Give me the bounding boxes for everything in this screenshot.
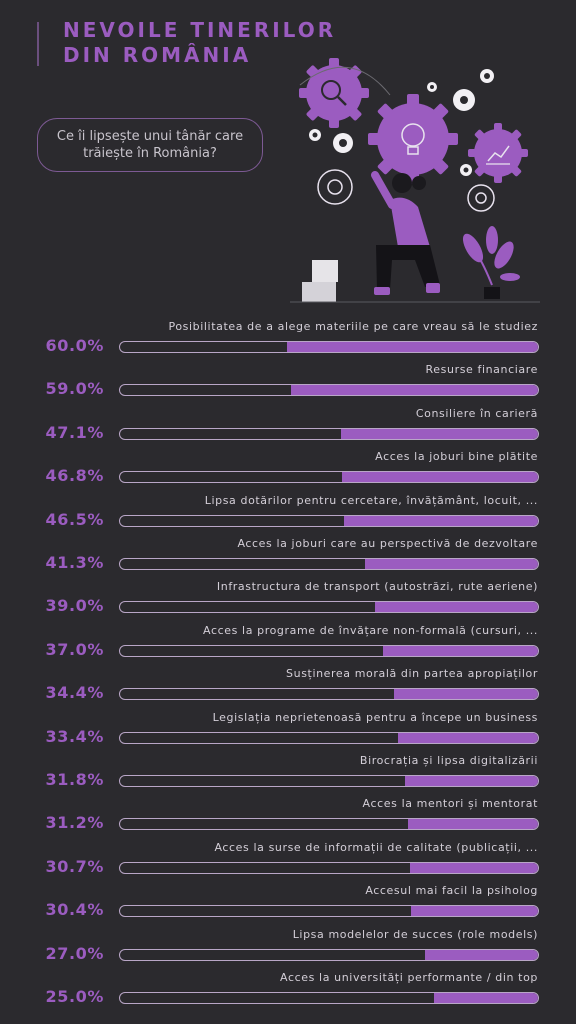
bar-category-label: Susținerea morală din partea apropiațilo… xyxy=(286,667,538,681)
bar-track xyxy=(119,992,539,1004)
bar-value-label: 30.7% xyxy=(45,856,104,876)
page-title: NEVOILE TINERILOR DIN ROMÂNIA xyxy=(63,18,336,68)
bar-track xyxy=(119,905,539,918)
bar-category-label: Acces la joburi bine plătite xyxy=(375,450,538,464)
bar-track xyxy=(119,427,539,440)
gear-lightbulb-icon xyxy=(368,94,458,184)
bar-category-label: Acces la programe de învățare non-formal… xyxy=(203,623,538,637)
page-title-line-1: NEVOILE TINERILOR xyxy=(63,18,337,42)
bar-track xyxy=(119,688,539,701)
bar-track xyxy=(119,558,539,570)
bar-track xyxy=(119,514,539,527)
page-title-line-2: DIN ROMÂNIA xyxy=(63,43,252,67)
bar-row: Acces la surse de informații de calitate… xyxy=(0,841,576,884)
bar-row: Lipsa modelelor de succes (role models) 2… xyxy=(0,928,576,971)
woman-figure-icon xyxy=(371,171,440,295)
bar-row: Lipsa dotărilor pentru cercetare, învăță… xyxy=(0,494,576,537)
bar-row: Acces la joburi care au perspectivă de d… xyxy=(0,537,576,580)
bar-track xyxy=(119,644,539,657)
bar-row: Accesul mai facil la psiholog 30.4% xyxy=(0,884,576,927)
bar-category-label: Resurse financiare xyxy=(425,363,538,377)
bar-category-label: Posibilitatea de a alege materiile pe ca… xyxy=(168,320,538,333)
bar-fill xyxy=(405,776,538,786)
bar-track xyxy=(119,775,539,787)
bar-value-label: 41.3% xyxy=(45,553,104,572)
bar-fill xyxy=(341,428,538,439)
bar-row: Posibilitatea de a alege materiile pe ca… xyxy=(0,320,576,363)
bar-track xyxy=(119,948,539,961)
bar-value-label: 46.5% xyxy=(45,509,104,529)
bar-row: Susținerea morală din partea apropiațilo… xyxy=(0,667,576,710)
title-accent-line xyxy=(37,22,39,66)
bar-row: Acces la mentori și mentorat 31.2% xyxy=(0,797,576,840)
bar-row: Consiliere în carieră 47.1% xyxy=(0,407,576,450)
bar-category-label: Acces la mentori și mentorat xyxy=(362,797,538,811)
gear-search-icon xyxy=(299,58,369,128)
bar-track xyxy=(119,384,539,397)
small-gears-icon xyxy=(309,69,494,176)
bar-value-label: 47.1% xyxy=(45,422,104,442)
bar-track xyxy=(119,731,539,744)
bar-value-label: 46.8% xyxy=(45,466,104,486)
bar-value-label: 25.0% xyxy=(45,987,104,1006)
bar-value-label: 31.8% xyxy=(45,770,104,789)
boxes-icon xyxy=(302,260,338,302)
bar-track xyxy=(119,861,539,874)
bar-value-label: 37.0% xyxy=(45,639,104,659)
bar-value-label: 33.4% xyxy=(45,726,104,746)
bar-category-label: Acces la surse de informații de calitate… xyxy=(214,840,538,854)
bar-value-label: 59.0% xyxy=(45,379,104,399)
bar-fill xyxy=(365,559,538,569)
bar-value-label: 31.2% xyxy=(45,813,104,833)
bar-track xyxy=(119,341,539,353)
bar-fill xyxy=(342,472,538,483)
bar-fill xyxy=(425,949,538,960)
question-pill: Ce îi lipsește unui tânăr care trăiește … xyxy=(37,118,263,172)
bar-category-label: Birocrația și lipsa digitalizării xyxy=(359,754,538,767)
bar-row: Legislația neprietenoasă pentru a începe… xyxy=(0,711,576,754)
bar-fill xyxy=(433,993,538,1003)
bar-fill xyxy=(383,645,538,656)
bar-fill xyxy=(398,732,538,743)
bar-category-label: Acces la universități performante / din … xyxy=(280,971,538,984)
bar-fill xyxy=(343,515,538,526)
bar-fill xyxy=(394,689,538,700)
bar-category-label: Acces la joburi care au perspectivă de d… xyxy=(237,537,538,550)
outline-gears-icon xyxy=(317,169,495,212)
bar-category-label: Accesul mai facil la psiholog xyxy=(365,884,538,898)
bar-value-label: 39.0% xyxy=(45,596,104,616)
bar-value-label: 27.0% xyxy=(45,943,104,963)
bar-row: Acces la joburi bine plătite 46.8% xyxy=(0,450,576,493)
bar-value-label: 34.4% xyxy=(45,683,104,703)
bar-fill xyxy=(410,906,538,917)
bar-category-label: Lipsa dotărilor pentru cercetare, învăță… xyxy=(204,493,538,507)
bar-category-label: Lipsa modelelor de succes (role models) xyxy=(292,927,538,941)
gear-chart-icon xyxy=(468,123,528,183)
bar-category-label: Infrastructura de transport (autostrăzi,… xyxy=(216,580,538,594)
bar-category-label: Consiliere în carieră xyxy=(415,406,538,420)
illustration-woman-gears xyxy=(290,58,540,303)
bar-fill xyxy=(409,862,538,873)
bar-track xyxy=(119,601,539,614)
bar-fill xyxy=(287,342,538,352)
bar-fill xyxy=(374,602,538,613)
bar-row: Acces la programe de învățare non-formal… xyxy=(0,624,576,667)
bar-row: Resurse financiare 59.0% xyxy=(0,363,576,406)
bar-track xyxy=(119,471,539,484)
bar-fill xyxy=(407,819,538,830)
bar-row: Birocrația și lipsa digitalizării 31.8% xyxy=(0,754,576,797)
bar-track xyxy=(119,818,539,831)
bar-value-label: 60.0% xyxy=(45,336,104,355)
plant-icon xyxy=(462,226,520,299)
bar-category-label: Legislația neprietenoasă pentru a începe… xyxy=(212,710,538,724)
bar-row: Acces la universități performante / din … xyxy=(0,971,576,1014)
bar-fill xyxy=(291,385,538,396)
bar-row: Infrastructura de transport (autostrăzi,… xyxy=(0,580,576,623)
bar-value-label: 30.4% xyxy=(45,900,104,920)
